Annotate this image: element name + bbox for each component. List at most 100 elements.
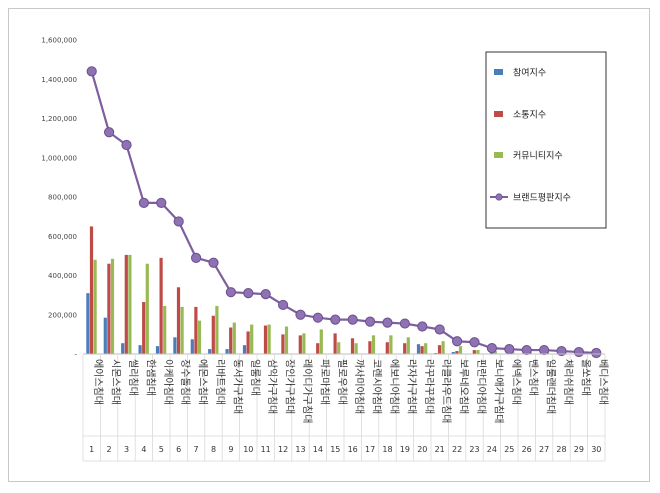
x-number-label: 17 bbox=[365, 445, 375, 454]
x-category-label: 까사미아침대 bbox=[353, 359, 365, 414]
line-point bbox=[556, 345, 567, 357]
x-number-label: 28 bbox=[556, 445, 566, 454]
bar-2 bbox=[298, 335, 302, 354]
bar-3 bbox=[267, 324, 271, 354]
bar-1 bbox=[208, 349, 212, 354]
x-number-label: 30 bbox=[591, 445, 601, 454]
bar-1 bbox=[138, 345, 142, 354]
bar-3 bbox=[493, 351, 497, 354]
line-point bbox=[173, 216, 184, 227]
x-category-label: 에이스침대 bbox=[92, 359, 104, 405]
y-tick-label: 200,000 bbox=[48, 311, 77, 319]
bar-1 bbox=[242, 345, 247, 354]
line-point bbox=[243, 288, 254, 299]
bar-1 bbox=[103, 317, 107, 354]
x-category-label: 라클라우드침대 bbox=[440, 359, 452, 423]
x-number-label: 9 bbox=[228, 445, 233, 454]
bar-3 bbox=[319, 329, 323, 354]
bar-3 bbox=[302, 333, 306, 354]
x-number-label: 3 bbox=[124, 445, 129, 454]
line-point bbox=[225, 287, 236, 298]
x-category-label: 레이디가구침대 bbox=[301, 359, 313, 423]
x-number-label: 1 bbox=[89, 445, 94, 454]
bar-1 bbox=[451, 352, 455, 354]
bar-2 bbox=[107, 263, 111, 354]
x-category-label: 일룸침대 bbox=[249, 359, 261, 396]
x-number-label: 2 bbox=[107, 445, 112, 454]
line-point bbox=[591, 347, 602, 359]
x-number-label: 16 bbox=[348, 445, 358, 454]
bar-3 bbox=[93, 259, 97, 354]
x-category-label: 에보니아침대 bbox=[388, 359, 400, 414]
bar-2 bbox=[142, 301, 146, 354]
x-category-label: 동서가구침대 bbox=[231, 359, 243, 414]
line-point bbox=[539, 344, 550, 356]
line-point bbox=[191, 252, 202, 263]
x-number-label: 18 bbox=[382, 445, 392, 454]
x-category-label: 장수돌침대 bbox=[179, 359, 191, 405]
x-category-label: 이케아침대 bbox=[162, 359, 174, 405]
x-number-label: 6 bbox=[176, 445, 181, 454]
x-number-label: 25 bbox=[504, 445, 514, 454]
x-category-label: 벤스침대 bbox=[527, 359, 539, 396]
line-point bbox=[208, 257, 219, 268]
bar-2 bbox=[229, 327, 233, 354]
bar-2 bbox=[124, 254, 128, 354]
line-point bbox=[452, 336, 463, 347]
y-tick-label: 1,600,000 bbox=[41, 37, 77, 45]
bar-3 bbox=[354, 343, 358, 354]
legend-swatch bbox=[494, 152, 503, 158]
bar-1 bbox=[86, 293, 90, 354]
bar-3 bbox=[337, 342, 341, 354]
bar-1 bbox=[416, 344, 421, 354]
x-category-label: 보루네오침대 bbox=[458, 359, 470, 414]
x-number-label: 21 bbox=[435, 445, 445, 454]
y-tick-label: 400,000 bbox=[48, 272, 77, 280]
x-category-label: 일룸랜더침대 bbox=[545, 359, 557, 414]
y-axis: - 200,000 400,000 600,000 800,000 1,000,000 1,… bbox=[41, 37, 77, 359]
x-category-label: 체리쉬침대 bbox=[562, 359, 574, 405]
x-axis: 에이스침대 1 시몬스침대 2 씰리침대 3 한샘침대 4 이케아침대 5 장수돌침대 6 에몬스침대 7… bbox=[82, 353, 609, 462]
line-series bbox=[86, 66, 602, 359]
bar-2 bbox=[455, 351, 459, 354]
line-point bbox=[312, 312, 323, 323]
x-category-label: 시몬스침대 bbox=[110, 359, 122, 405]
legend-label: 참여지수 bbox=[513, 67, 546, 79]
bar-1 bbox=[155, 346, 160, 354]
y-tick-label: 600,000 bbox=[48, 233, 77, 241]
bar-1 bbox=[173, 337, 177, 354]
x-category-label: 삼익가구침대 bbox=[266, 359, 278, 414]
x-number-label: 19 bbox=[400, 445, 410, 454]
bar-2 bbox=[420, 346, 424, 354]
x-category-label: 필로우침대 bbox=[336, 359, 348, 405]
line-point bbox=[504, 343, 515, 355]
bar-3 bbox=[180, 306, 184, 354]
legend-marker bbox=[495, 193, 503, 201]
x-number-label: 11 bbox=[261, 445, 271, 454]
line-point bbox=[434, 324, 445, 335]
line-point bbox=[469, 337, 480, 348]
bar-3 bbox=[458, 346, 463, 354]
bar-2 bbox=[403, 343, 407, 354]
x-number-label: 23 bbox=[469, 445, 479, 454]
bar-3 bbox=[389, 335, 393, 354]
bar-2 bbox=[194, 306, 198, 354]
x-category-label: 코렌시아침대 bbox=[371, 359, 383, 414]
x-category-label: 라꾸라꾸침대 bbox=[423, 359, 435, 414]
line-point bbox=[295, 309, 306, 320]
x-number-label: 13 bbox=[295, 445, 305, 454]
bar-3 bbox=[145, 263, 149, 354]
bar-3 bbox=[284, 326, 289, 354]
bar-3 bbox=[215, 305, 219, 354]
bar-2 bbox=[316, 343, 320, 354]
x-category-label: 리바트침대 bbox=[214, 359, 226, 405]
y-tick-label: 1,000,000 bbox=[41, 154, 77, 162]
x-category-label: 라자가구침대 bbox=[405, 359, 417, 414]
bar-1 bbox=[121, 343, 125, 354]
x-category-label: 씰리침대 bbox=[127, 359, 139, 396]
bar-2 bbox=[472, 350, 476, 354]
bar-3 bbox=[163, 305, 167, 354]
bar-2 bbox=[368, 341, 372, 354]
x-category-label: 장인가구침대 bbox=[284, 359, 296, 414]
